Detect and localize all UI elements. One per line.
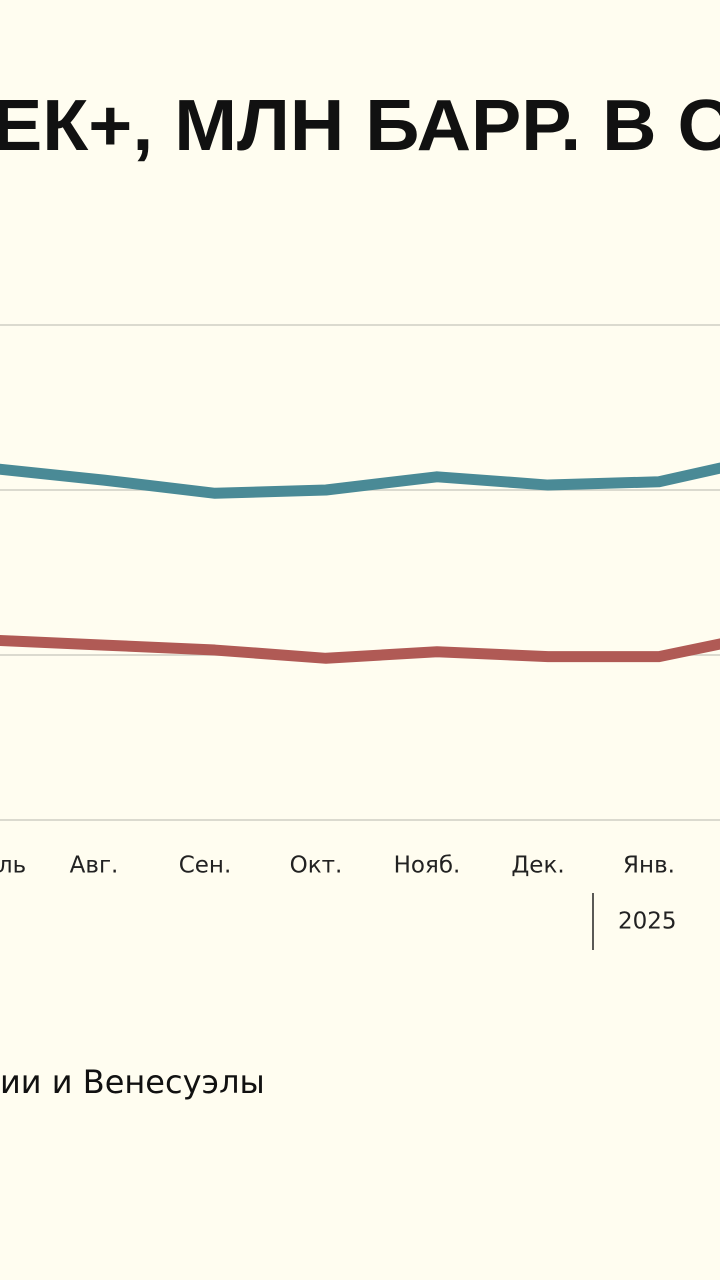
footnote: ии и Венесуэлы bbox=[0, 1063, 265, 1101]
x-tick-label: Окт. bbox=[290, 853, 343, 879]
x-tick-label: Дек. bbox=[511, 853, 564, 879]
x-tick-label: Авг. bbox=[70, 853, 119, 879]
chart-title: ЕК+, МЛН БАРР. В С bbox=[0, 86, 720, 166]
x-tick-label: Нояб. bbox=[394, 853, 461, 879]
x-tick-label: Янв. bbox=[623, 853, 675, 879]
x-tick-label: ль bbox=[0, 853, 26, 879]
series-line bbox=[0, 462, 720, 499]
x-tick-label: Сен. bbox=[179, 853, 232, 879]
series-line bbox=[0, 634, 720, 664]
year-label: 2025 bbox=[618, 909, 677, 935]
